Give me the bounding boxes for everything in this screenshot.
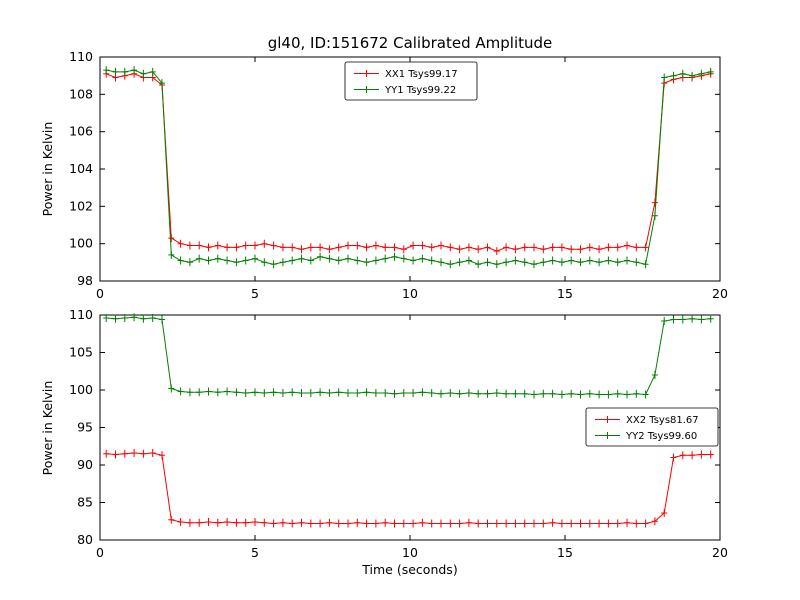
series-markers-YY2 xyxy=(103,313,714,399)
x-tick-label: 20 xyxy=(712,545,728,560)
legend-box xyxy=(585,407,719,447)
y-tick-label: 108 xyxy=(69,86,93,101)
y-tick-label: 104 xyxy=(69,161,93,176)
y-tick-label: 100 xyxy=(69,236,93,251)
y-tick-label: 85 xyxy=(77,495,93,510)
legend-entry-label: XX2 Tsys81.67 xyxy=(626,415,699,426)
x-tick-label: 5 xyxy=(251,286,259,301)
y-tick-label: 90 xyxy=(77,457,93,472)
legend-sample-marker xyxy=(363,86,370,93)
legend-sample-marker xyxy=(363,70,370,77)
x-tick-label: 10 xyxy=(402,545,418,560)
x-tick-label: 5 xyxy=(251,545,259,560)
bottom-axes: 0 5 10 15 20 80 85 90 95 100 105 110 XX2 Tsys81.67 YY… xyxy=(69,307,728,560)
x-tick-label: 0 xyxy=(96,286,104,301)
legend-box xyxy=(344,61,478,101)
y-tick-label: 100 xyxy=(69,382,93,397)
y-tick-label: 106 xyxy=(69,124,93,139)
series-line-YY2 xyxy=(106,316,711,396)
series-line-XX2 xyxy=(106,452,711,525)
x-tick-label: 20 xyxy=(712,286,728,301)
series-markers-XX2 xyxy=(103,449,714,528)
x-tick-label: 15 xyxy=(557,545,573,560)
y-tick-label: 110 xyxy=(69,307,93,322)
top-y-axis-label: Power in Kelvin xyxy=(40,122,55,217)
y-tick-label: 105 xyxy=(69,345,93,360)
x-tick-label: 15 xyxy=(557,286,573,301)
x-tick-label: 0 xyxy=(96,545,104,560)
legend-sample-marker xyxy=(604,432,611,439)
bottom-y-axis-label: Power in Kelvin xyxy=(40,381,55,476)
legend-sample-marker xyxy=(604,416,611,423)
y-tick-label: 98 xyxy=(77,273,93,288)
legend-entry-label: YY2 Tsys99.60 xyxy=(625,431,697,442)
legend-entry-label: YY1 Tsys99.22 xyxy=(384,85,456,96)
y-tick-label: 80 xyxy=(77,532,93,547)
y-tick-label: 102 xyxy=(69,198,93,213)
y-tick-label: 110 xyxy=(69,49,93,64)
legend-entry-label: XX1 Tsys99.17 xyxy=(385,69,458,80)
x-tick-label: 10 xyxy=(402,286,418,301)
top-axes: 0 5 10 15 20 98 100 102 104 106 108 110 XX1 Tsys99.1… xyxy=(69,49,728,301)
chart-title: gl40, ID:151672 Calibrated Amplitude xyxy=(268,34,553,52)
series-markers-YY1 xyxy=(103,66,714,269)
y-tick-label: 95 xyxy=(77,420,93,435)
x-axis-label: Time (seconds) xyxy=(361,562,457,577)
